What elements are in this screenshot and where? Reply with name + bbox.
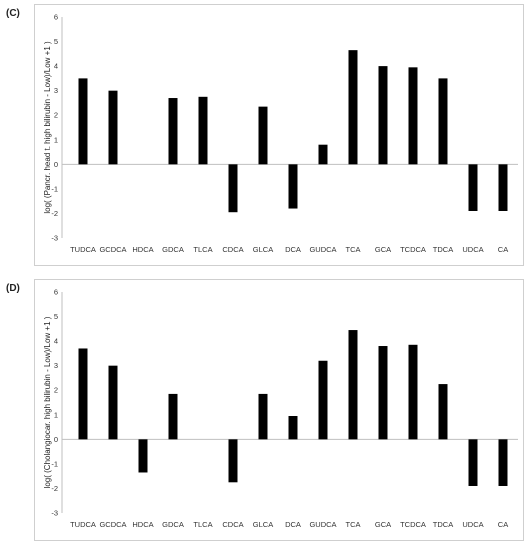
y-tick-label: -3: [51, 234, 58, 243]
x-tick-label: GCDCA: [99, 520, 126, 529]
y-tick-label: 2: [54, 386, 58, 395]
y-tick-label: 4: [54, 337, 58, 346]
x-tick-label: GUDCA: [309, 520, 336, 529]
y-tick-label: -2: [51, 484, 58, 493]
y-tick-label: 1: [54, 135, 58, 144]
bar-chart-c: -3 -2 -1 0 1 2 3 4 5 6 log( (Pancr. head t. high b…: [43, 13, 518, 254]
y-tick-label: -3: [51, 509, 58, 518]
y-tick-label: 4: [54, 62, 58, 71]
chart-frame: [34, 279, 524, 541]
chart-panel-c: (C) -3 -2 -1 0 1 2 3 4 5 6 log( (Pancr. head t. hi…: [6, 4, 524, 266]
bar-glca: [258, 393, 268, 440]
x-tick-label: HDCA: [132, 245, 153, 254]
x-tick-label: TCA: [346, 245, 361, 254]
x-tick-label: GCA: [375, 245, 391, 254]
y-tick-label: 6: [54, 288, 58, 297]
bar-gudca: [318, 144, 328, 165]
x-tick-label: CDCA: [222, 245, 243, 254]
panel-label: (C): [6, 8, 20, 19]
x-tick-label: TDCA: [433, 245, 453, 254]
x-tick-label: TLCA: [193, 520, 212, 529]
bar-tudca: [78, 348, 88, 440]
bar-gcdca: [108, 90, 118, 165]
x-tick-label: GUDCA: [309, 245, 336, 254]
bar-cdca: [228, 164, 238, 213]
x-tick-label: CA: [498, 520, 508, 529]
bar-gdca: [168, 393, 178, 440]
bar-ca: [498, 439, 508, 486]
bar-tca: [348, 330, 358, 440]
bar-udca: [468, 164, 478, 211]
bar-tcdca: [408, 344, 418, 440]
bar-tcdca: [408, 67, 418, 165]
x-tick-label: CA: [498, 245, 508, 254]
y-tick-label: -1: [51, 184, 58, 193]
chart-frame: [34, 4, 524, 266]
bar-tdca: [438, 78, 448, 165]
panel-label: (D): [6, 283, 20, 294]
x-tick-label: GDCA: [162, 520, 184, 529]
bar-tdca: [438, 384, 448, 440]
x-tick-label: TUDCA: [70, 245, 96, 254]
bar-tudca: [78, 78, 88, 165]
bar-tca: [348, 50, 358, 165]
x-tick-label: UDCA: [462, 520, 483, 529]
chart-panel-d: (D) -3 -2 -1 0 1 2 3 4 5 6 log( (Cholangiocar. hig…: [0, 275, 530, 550]
bar-gdca: [168, 98, 178, 165]
x-tick-label: TCA: [346, 520, 361, 529]
bar-gcdca: [108, 365, 118, 440]
x-tick-label: TUDCA: [70, 520, 96, 529]
bar-chart-d: -3 -2 -1 0 1 2 3 4 5 6 log( (Cholangiocar. high bi…: [43, 288, 518, 529]
x-tick-label: CDCA: [222, 520, 243, 529]
bar-tlca: [198, 96, 208, 165]
x-tick-label: GLCA: [253, 245, 273, 254]
x-tick-label: TDCA: [433, 520, 453, 529]
x-tick-label: DCA: [285, 245, 301, 254]
y-tick-label: 2: [54, 111, 58, 120]
y-tick-label: -1: [51, 459, 58, 468]
bar-gca: [378, 346, 388, 440]
bar-ca: [498, 164, 508, 211]
y-axis-label: log( (Cholangiocar. high bilirubin - Low…: [43, 316, 52, 488]
x-tick-label: GDCA: [162, 245, 184, 254]
bar-hdca: [138, 439, 148, 473]
y-tick-label: 3: [54, 361, 58, 370]
x-tick-label: GLCA: [253, 520, 273, 529]
x-tick-label: DCA: [285, 520, 301, 529]
y-tick-label: 3: [54, 86, 58, 95]
bar-gudca: [318, 360, 328, 440]
y-tick-label: -2: [51, 209, 58, 218]
y-tick-label: 5: [54, 312, 58, 321]
x-tick-label: HDCA: [132, 520, 153, 529]
bar-glca: [258, 106, 268, 165]
bar-dca: [288, 416, 298, 440]
y-tick-label: 1: [54, 410, 58, 419]
x-tick-label: TCDCA: [400, 245, 426, 254]
x-tick-label: UDCA: [462, 245, 483, 254]
x-tick-label: GCA: [375, 520, 391, 529]
y-axis-label: log( (Pancr. head t. high bilirubin - Lo…: [43, 41, 52, 214]
x-tick-label: TLCA: [193, 245, 212, 254]
y-tick-label: 6: [54, 13, 58, 22]
x-tick-label: GCDCA: [99, 245, 126, 254]
y-tick-label: 5: [54, 37, 58, 46]
bar-dca: [288, 164, 298, 209]
y-tick-label: 0: [54, 160, 58, 169]
bar-cdca: [228, 439, 238, 483]
bar-udca: [468, 439, 478, 486]
x-tick-label: TCDCA: [400, 520, 426, 529]
bar-gca: [378, 66, 388, 165]
y-tick-label: 0: [54, 435, 58, 444]
